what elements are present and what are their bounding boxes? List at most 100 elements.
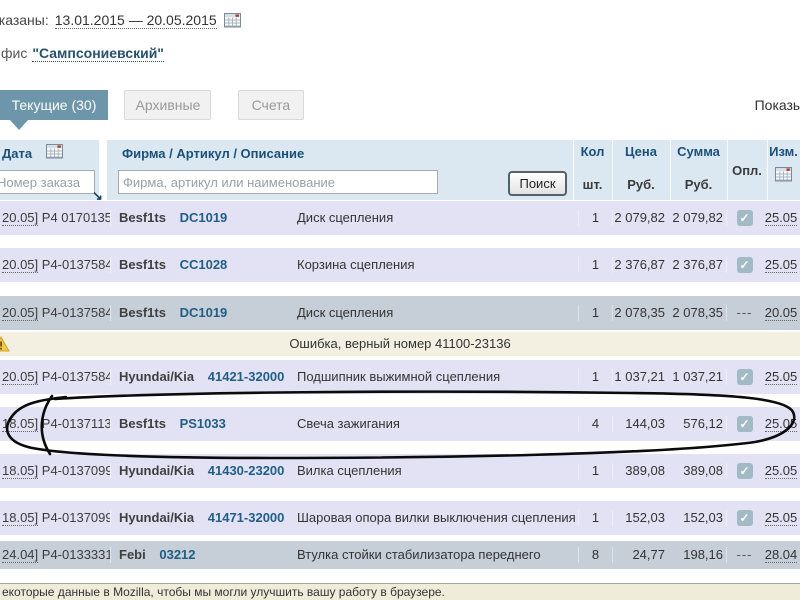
row-sum: 1 037,21 (668, 369, 726, 385)
row-date-order-cell: 20.05] P4 0170135 (0, 210, 110, 226)
table-row-circled[interactable]: 18.05] P4-0137113 Besf1ts PS1033 Свеча з… (0, 407, 800, 441)
row-modified-date-link[interactable]: 25.05 (765, 257, 798, 273)
row-modified-date-link[interactable]: 25.05 (765, 416, 798, 432)
column-header-sum[interactable]: Сумма Руб. (670, 144, 727, 192)
row-price: 2 079,82 (612, 210, 668, 226)
paid-checkbox[interactable]: ✓ (737, 463, 753, 479)
row-modified-date-link[interactable]: 25.05 (765, 463, 798, 479)
row-date-link[interactable]: 18.05] (2, 463, 38, 479)
row-firm-article-cell: Besf1ts PS1033 (110, 416, 290, 432)
row-article-link[interactable]: DC1019 (180, 210, 228, 225)
table-row[interactable]: 20.05] P4-0137584 Besf1ts CC1028 Корзина… (0, 248, 800, 282)
office-prefix: фис (1, 45, 27, 61)
tab-bar: Текущие (30) Архивные Счета (0, 90, 304, 120)
column-header-firm-article-desc[interactable]: Фирма / Артикул / Описание (122, 146, 304, 161)
row-order-number: P4-0137113 (42, 416, 110, 431)
paid-checkbox[interactable]: ✓ (737, 510, 753, 526)
row-date-order-cell: 18.05] P4-0137099 (0, 510, 110, 526)
show-options-link[interactable]: Показы (755, 97, 800, 113)
row-article-link[interactable]: 41421-32000 (208, 369, 285, 384)
row-sum: 2 078,35 (668, 305, 726, 321)
row-modified-date-link[interactable]: 25.05 (765, 210, 798, 226)
row-order-number: P4-0137584 (42, 305, 110, 320)
row-price: 24,77 (612, 547, 668, 563)
row-firm: Hyundai/Kia (119, 369, 194, 384)
column-header-modified[interactable]: Изм. (767, 144, 800, 187)
row-firm: Besf1ts (119, 210, 166, 225)
row-date-link[interactable]: 20.05] (2, 305, 38, 321)
row-date-link[interactable]: 20.05] (2, 210, 38, 226)
row-article-link[interactable]: 41471-32000 (208, 510, 285, 525)
table-row[interactable]: 18.05] P4-0137099 Hyundai/Kia 41471-3200… (0, 501, 800, 535)
row-paid-cell: ✓ (726, 416, 762, 432)
tab-current-orders[interactable]: Текущие (30) (0, 90, 108, 120)
row-date-link[interactable]: 24.04] (2, 547, 38, 563)
column-header-qty[interactable]: Кол шт. (573, 144, 612, 192)
row-modified-date-link[interactable]: 28.04 (765, 547, 798, 563)
row-order-number: P4-0133331 (42, 547, 110, 562)
row-firm: Besf1ts (119, 305, 166, 320)
tab-archive[interactable]: Архивные (124, 90, 211, 120)
firm-article-search-input[interactable] (118, 170, 438, 194)
not-paid-dashes: --- (737, 305, 753, 320)
paid-checkbox[interactable]: ✓ (737, 416, 753, 432)
row-article-link[interactable]: 41430-23200 (208, 463, 285, 478)
error-notice-row: Ошибка, верный номер 41100-23136 (0, 332, 800, 356)
row-modified-cell: 20.05 (762, 305, 800, 321)
row-article-link[interactable]: CC1028 (180, 257, 228, 272)
table-row[interactable]: 20.05] P4 0170135 Besf1ts DC1019 Диск сц… (0, 201, 800, 235)
row-order-number: P4-0137099 (42, 510, 110, 525)
row-date-order-cell: 20.05] P4-0137584 (0, 305, 110, 321)
row-modified-date-link[interactable]: 25.05 (765, 510, 798, 526)
row-modified-cell: 25.05 (762, 257, 800, 273)
row-article-link[interactable]: DC1019 (180, 305, 228, 320)
row-price: 2 078,35 (612, 305, 668, 321)
row-order-number: P4-0137584 (42, 257, 110, 272)
row-article-link[interactable]: PS1033 (180, 416, 226, 431)
calendar-icon[interactable] (775, 166, 792, 182)
browser-notification-text: екоторые данные в Mozilla, чтобы мы могл… (2, 585, 445, 599)
paid-checkbox[interactable]: ✓ (737, 257, 753, 273)
row-firm-article-cell: Febi 03212 (110, 547, 290, 563)
paid-checkbox[interactable]: ✓ (737, 369, 753, 385)
row-date-link[interactable]: 20.05] (2, 369, 38, 385)
column-header-paid[interactable]: Опл. (727, 140, 767, 200)
browser-notification-bar[interactable]: екоторые данные в Mozilla, чтобы мы могл… (0, 583, 800, 600)
row-modified-date-link[interactable]: 25.05 (765, 369, 798, 385)
date-range-link[interactable]: 13.01.2015 — 20.05.2015 (55, 12, 217, 29)
row-firm: Hyundai/Kia (119, 510, 194, 525)
order-number-input[interactable] (0, 170, 95, 194)
row-modified-cell: 25.05 (762, 210, 800, 226)
resize-grip-icon[interactable]: ↘ (92, 188, 103, 204)
row-paid-cell: ✓ (726, 369, 762, 385)
paid-checkbox[interactable]: ✓ (737, 210, 753, 226)
row-firm-article-cell: Besf1ts CC1028 (110, 257, 290, 273)
row-order-number: P4 0170135 (42, 210, 110, 225)
tab-invoices[interactable]: Счета (238, 90, 304, 120)
table-row[interactable]: 18.05] P4-0137099 Hyundai/Kia 41430-2320… (0, 454, 800, 488)
column-header-price[interactable]: Цена Руб. (612, 144, 670, 192)
office-link[interactable]: "Сампсониевский" (32, 45, 164, 62)
calendar-icon[interactable] (46, 143, 63, 159)
row-description: Вилка сцепления (290, 463, 578, 479)
row-firm: Febi (119, 547, 146, 562)
table-row[interactable]: 20.05] P4-0137584 Besf1ts DC1019 Диск сц… (0, 296, 800, 330)
row-article-link[interactable]: 03212 (159, 547, 195, 562)
row-modified-date-link[interactable]: 20.05 (765, 305, 798, 321)
row-qty: 1 (578, 463, 612, 479)
row-date-link[interactable]: 18.05] (2, 510, 38, 526)
row-modified-cell: 25.05 (762, 463, 800, 479)
table-row[interactable]: 24.04] P4-0133331 Febi 03212 Втулка стой… (0, 541, 800, 569)
row-date-order-cell: 24.04] P4-0133331 (0, 547, 110, 563)
row-date-link[interactable]: 20.05] (2, 257, 38, 273)
calendar-icon[interactable] (224, 12, 241, 28)
row-date-link[interactable]: 18.05] (2, 416, 38, 432)
column-header-date[interactable]: Дата (2, 146, 32, 161)
row-firm-article-cell: Hyundai/Kia 41430-23200 (110, 463, 290, 479)
orders-page: оказаны:13.01.2015 — 20.05.2015 фис"Самп… (0, 0, 800, 600)
row-qty: 1 (578, 510, 612, 526)
search-button[interactable]: Поиск (508, 171, 567, 196)
table-row[interactable]: 20.05] P4-0137584 Hyundai/Kia 41421-3200… (0, 360, 800, 394)
row-modified-cell: 25.05 (762, 416, 800, 432)
row-firm: Besf1ts (119, 257, 166, 272)
